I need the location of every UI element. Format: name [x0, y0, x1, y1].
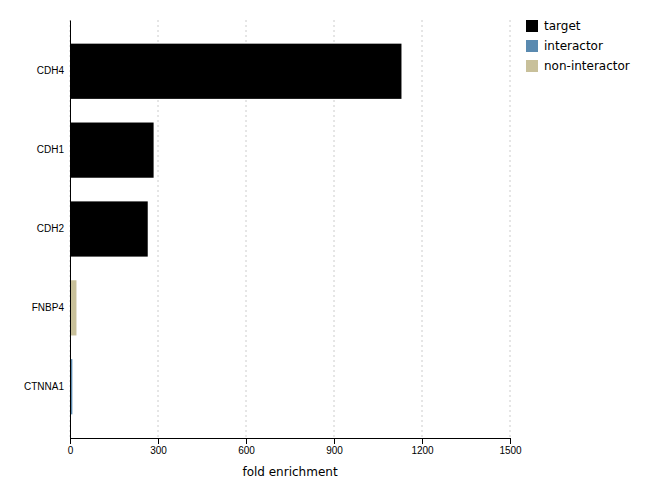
y-tick-label: CDH2 — [37, 223, 65, 234]
y-axis-line — [70, 21, 71, 439]
x-tick-mark — [158, 438, 159, 444]
legend-label: interactor — [544, 39, 603, 53]
legend-label: non-interactor — [544, 59, 630, 73]
legend-swatch — [526, 60, 538, 72]
bar — [70, 201, 148, 256]
x-axis: 0 300 600 900 1200 1500 — [68, 438, 522, 456]
legend-swatch — [526, 20, 538, 32]
grid-line — [510, 20, 511, 438]
x-tick: 300 — [150, 438, 167, 456]
x-tick-label: 300 — [150, 445, 167, 456]
x-tick: 900 — [326, 438, 343, 456]
x-axis-line — [71, 439, 511, 445]
x-tick: 1500 — [499, 438, 522, 456]
y-tick-label: CDH1 — [37, 144, 65, 155]
y-tick-label: FNBP4 — [32, 302, 65, 313]
x-tick-label: 900 — [326, 445, 343, 456]
grid — [70, 20, 510, 438]
x-tick-mark — [510, 438, 511, 444]
y-tick-label: CDH4 — [37, 65, 65, 76]
x-tick: 1200 — [411, 438, 434, 456]
bar — [70, 123, 154, 178]
plot: 0 300 600 900 1200 1500 CDH4 CDH1 CDH2 FNBP4 CTNNA… — [24, 19, 630, 479]
x-tick-label: 0 — [68, 445, 74, 456]
legend-item: target — [526, 19, 581, 33]
legend-item: non-interactor — [526, 59, 630, 73]
y-axis: CDH4 CDH1 CDH2 FNBP4 CTNNA1 — [24, 21, 71, 439]
x-tick: 0 — [68, 438, 74, 456]
x-tick-mark — [246, 438, 247, 444]
x-tick-mark — [70, 438, 71, 444]
y-tick: CTNNA1 — [24, 381, 70, 392]
bars — [70, 44, 401, 415]
x-tick-label: 600 — [238, 445, 255, 456]
x-axis-title: fold enrichment — [242, 465, 337, 479]
grid-line — [70, 20, 71, 438]
x-tick-label: 1200 — [411, 445, 434, 456]
bar — [70, 44, 401, 99]
chart-container: 0 300 600 900 1200 1500 CDH4 CDH1 CDH2 FNBP4 CTNNA… — [0, 0, 650, 488]
legend-swatch — [526, 40, 538, 52]
y-tick: CDH4 — [37, 65, 70, 76]
legend-label: target — [544, 19, 581, 33]
x-tick-mark — [334, 438, 335, 444]
grid-line — [422, 20, 423, 438]
chart-svg: 0 300 600 900 1200 1500 CDH4 CDH1 CDH2 FNBP4 CTNNA… — [0, 0, 650, 488]
legend: target interactor non-interactor — [526, 19, 630, 73]
x-tick-mark — [422, 438, 423, 444]
x-tick: 600 — [238, 438, 255, 456]
y-tick: CDH1 — [37, 144, 70, 155]
y-tick-label: CTNNA1 — [24, 381, 64, 392]
legend-item: interactor — [526, 39, 603, 53]
y-tick: CDH2 — [37, 223, 70, 234]
y-tick: FNBP4 — [32, 302, 70, 313]
x-tick-label: 1500 — [499, 445, 522, 456]
